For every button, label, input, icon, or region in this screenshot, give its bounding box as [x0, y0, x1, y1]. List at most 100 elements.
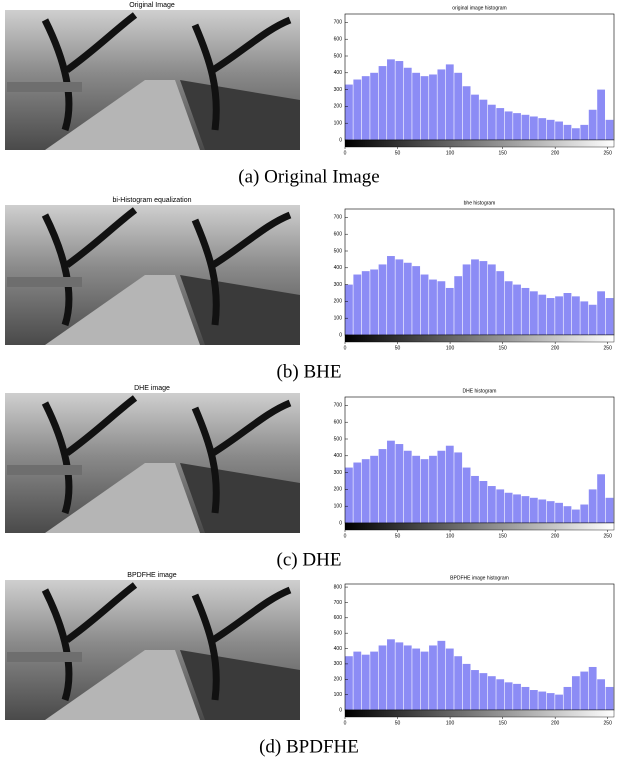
- histogram-bar: [412, 455, 421, 523]
- histogram-bar: [378, 264, 387, 335]
- y-tick-label: 200: [334, 677, 343, 683]
- x-tick-label: 0: [344, 720, 347, 726]
- x-tick-label: 50: [395, 345, 401, 351]
- histogram-bar: [462, 264, 471, 335]
- histogram-title: original image histogram: [452, 5, 506, 11]
- histogram-bar: [487, 104, 496, 140]
- x-tick-label: 200: [551, 345, 560, 351]
- histogram-bar: [412, 72, 421, 140]
- histogram-bar: [521, 686, 530, 710]
- histogram-bar: [513, 113, 521, 140]
- histogram-bar: [345, 284, 353, 335]
- histogram-bar: [571, 509, 580, 523]
- caption: (a) Original Image: [238, 166, 379, 187]
- histogram-bar: [605, 298, 614, 335]
- histogram-bar: [378, 645, 387, 710]
- photo-tree: [41, 582, 292, 702]
- histogram-bar: [420, 76, 429, 140]
- x-tick-label: 100: [446, 345, 455, 351]
- x-tick-label: 150: [498, 533, 507, 539]
- histogram-bar: [546, 298, 555, 335]
- histogram-bar: [504, 281, 513, 335]
- caption: (c) DHE: [277, 549, 342, 570]
- histogram-bar: [437, 640, 446, 710]
- histogram-bar: [487, 264, 496, 335]
- x-tick-label: 0: [344, 345, 347, 351]
- histogram-bar: [345, 656, 353, 710]
- photo-road: [45, 650, 200, 720]
- image-title: BPDFHE image: [127, 572, 177, 579]
- histogram-bar: [588, 109, 597, 140]
- y-tick-label: 100: [334, 504, 343, 510]
- y-tick-label: 700: [334, 20, 343, 26]
- histogram-bar: [361, 271, 370, 335]
- histogram-bar: [580, 301, 589, 335]
- histogram-bar: [437, 69, 446, 140]
- histogram-bar: [445, 287, 454, 335]
- histogram-bar: [420, 274, 429, 335]
- y-tick-label: 0: [339, 707, 342, 713]
- histogram-bar: [403, 262, 412, 335]
- x-tick-label: 0: [344, 150, 347, 156]
- histogram-bar: [538, 118, 547, 140]
- histogram-title: BPDFHE image histogram: [450, 575, 509, 581]
- x-tick-label: 100: [446, 150, 455, 156]
- histogram-bar: [529, 291, 538, 335]
- histogram-bar: [437, 450, 446, 523]
- histogram-bar: [429, 279, 437, 335]
- histogram-bar: [345, 84, 353, 140]
- y-tick-label: 300: [334, 470, 343, 476]
- histogram-bar: [504, 492, 513, 523]
- y-tick-label: 700: [334, 600, 343, 606]
- caption: (b) BHE: [277, 361, 342, 382]
- histogram-bar: [563, 124, 572, 140]
- histogram-bar: [605, 686, 614, 710]
- x-tick-label: 100: [446, 533, 455, 539]
- photo-road: [45, 463, 200, 533]
- histogram-bar: [597, 89, 605, 140]
- histogram-bar: [395, 444, 404, 523]
- histogram-bar: [378, 66, 387, 140]
- histogram-bar: [437, 281, 446, 335]
- histogram-bar: [605, 497, 614, 523]
- photo-cars: [7, 465, 82, 475]
- histogram-bar: [555, 121, 563, 140]
- histogram-bar: [605, 119, 614, 140]
- histogram-bar: [521, 114, 530, 140]
- histogram-bar: [445, 648, 454, 710]
- histogram-bar: [387, 59, 395, 140]
- histogram-bar: [370, 455, 379, 523]
- histogram-bar: [546, 693, 555, 710]
- y-tick-label: 100: [334, 121, 343, 127]
- histogram-bar: [445, 445, 454, 523]
- x-tick-label: 200: [551, 720, 560, 726]
- histogram-bar: [555, 694, 563, 710]
- y-tick-label: 0: [339, 137, 342, 143]
- photo-grass: [180, 80, 300, 150]
- histogram-bar: [504, 682, 513, 710]
- y-tick-label: 500: [334, 630, 343, 636]
- histogram-bar: [597, 474, 605, 523]
- photo-tree: [41, 12, 292, 132]
- histogram-bar: [395, 259, 404, 335]
- histogram-bar: [462, 663, 471, 710]
- histogram-bar: [521, 287, 530, 335]
- x-tick-label: 150: [498, 150, 507, 156]
- histogram-bar: [529, 690, 538, 710]
- histogram-bar: [387, 256, 395, 335]
- histogram-bar: [479, 99, 488, 140]
- histogram-bar: [496, 108, 505, 140]
- histogram-bar: [345, 467, 353, 523]
- x-tick-label: 50: [395, 720, 401, 726]
- y-tick-label: 600: [334, 37, 343, 43]
- y-tick-label: 0: [339, 332, 342, 338]
- histogram-bar: [588, 304, 597, 335]
- histogram-bar: [555, 296, 563, 335]
- x-tick-label: 250: [604, 533, 613, 539]
- histogram-bar: [403, 67, 412, 140]
- histogram-bar: [370, 651, 379, 710]
- histogram-bar: [529, 116, 538, 140]
- y-tick-label: 500: [334, 436, 343, 442]
- histogram-bar: [555, 502, 563, 523]
